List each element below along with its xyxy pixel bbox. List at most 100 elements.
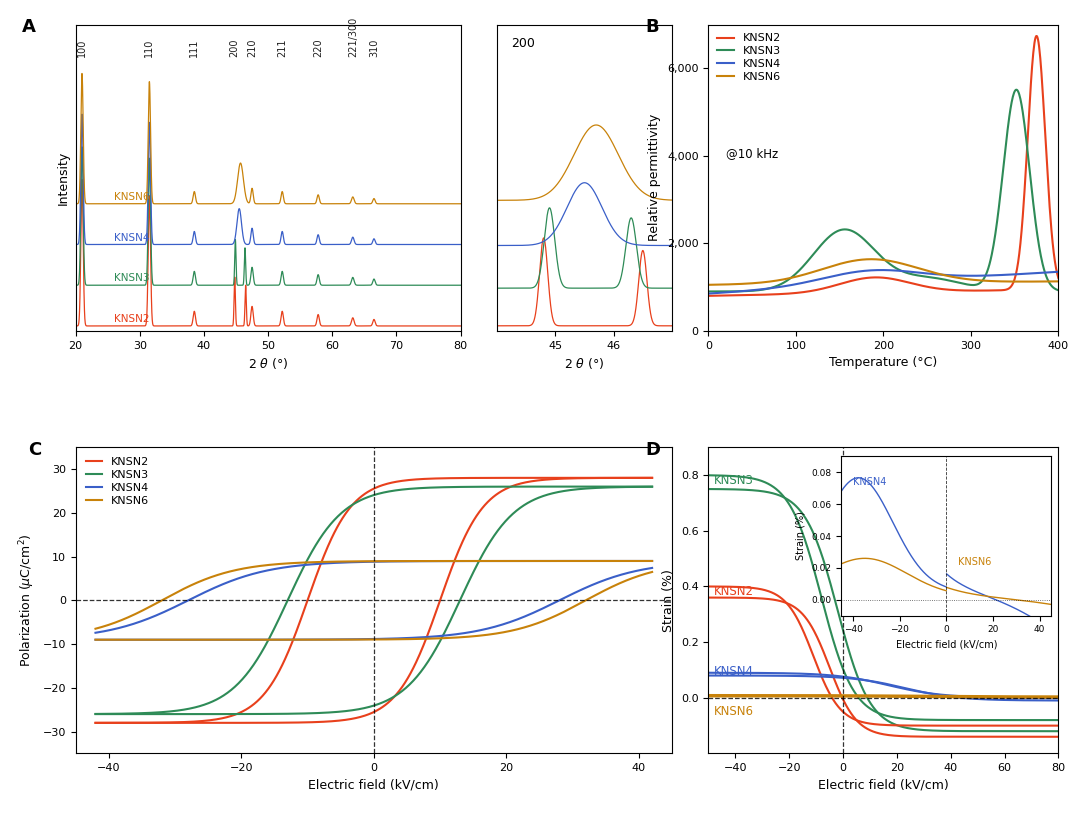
KNSN4 xyxy=(875,265,888,275)
KNSN2 xyxy=(966,286,978,296)
Text: 111: 111 xyxy=(189,38,200,57)
Text: B: B xyxy=(646,19,659,36)
Y-axis label: Polarization ($\mu$C/cm$^2$): Polarization ($\mu$C/cm$^2$) xyxy=(17,533,37,667)
KNSN3 xyxy=(1052,285,1065,295)
KNSN2 xyxy=(792,287,805,297)
KNSN3 xyxy=(232,678,245,688)
Text: 211: 211 xyxy=(278,38,287,57)
KNSN2 xyxy=(1052,274,1065,283)
KNSN2 xyxy=(764,290,777,300)
Y-axis label: Intensity: Intensity xyxy=(57,151,70,205)
KNSN4 xyxy=(508,556,521,566)
KNSN6 xyxy=(508,556,521,566)
KNSN2 xyxy=(188,717,201,726)
X-axis label: 2 $\theta$ (°): 2 $\theta$ (°) xyxy=(247,356,288,371)
KNSN4 xyxy=(232,573,245,583)
KNSN4 xyxy=(966,271,978,281)
Line: KNSN4: KNSN4 xyxy=(708,270,1058,293)
KNSN2 xyxy=(1030,31,1043,41)
Text: 210: 210 xyxy=(247,38,257,57)
Text: D: D xyxy=(646,441,660,459)
Y-axis label: Relative permittivity: Relative permittivity xyxy=(648,114,661,242)
Line: KNSN3: KNSN3 xyxy=(708,90,1058,292)
KNSN6 xyxy=(861,255,874,265)
Text: 220: 220 xyxy=(313,38,323,57)
KNSN4 xyxy=(89,628,102,638)
Text: C: C xyxy=(28,441,41,459)
Text: KNSN6: KNSN6 xyxy=(114,192,150,201)
KNSN2 xyxy=(341,506,354,516)
KNSN3 xyxy=(861,237,874,247)
KNSN6 xyxy=(764,277,777,287)
Text: KNSN6: KNSN6 xyxy=(714,705,754,718)
Text: KNSN2: KNSN2 xyxy=(714,586,754,599)
KNSN6 xyxy=(89,624,102,634)
KNSN6 xyxy=(1052,277,1065,287)
KNSN4 xyxy=(417,556,430,566)
Text: KNSN4: KNSN4 xyxy=(714,665,754,678)
KNSN3 xyxy=(508,482,521,491)
KNSN4 xyxy=(908,267,921,277)
KNSN2 xyxy=(461,473,474,483)
KNSN6 xyxy=(232,564,245,574)
KNSN3 xyxy=(417,483,430,493)
KNSN3 xyxy=(702,287,715,296)
KNSN2 xyxy=(508,473,521,482)
Text: 100: 100 xyxy=(77,38,87,57)
Text: 310: 310 xyxy=(369,38,379,57)
KNSN6 xyxy=(865,254,878,264)
Legend: KNSN2, KNSN3, KNSN4, KNSN6: KNSN2, KNSN3, KNSN4, KNSN6 xyxy=(81,453,153,510)
KNSN6 xyxy=(188,579,201,589)
KNSN4 xyxy=(764,283,777,293)
KNSN6 xyxy=(461,556,474,566)
KNSN6 xyxy=(341,557,354,567)
KNSN2 xyxy=(861,273,874,283)
KNSN6 xyxy=(702,280,715,290)
Text: KNSN3: KNSN3 xyxy=(114,274,150,283)
X-axis label: Electric field (kV/cm): Electric field (kV/cm) xyxy=(818,779,948,792)
KNSN4 xyxy=(861,265,874,275)
KNSN4 xyxy=(188,593,201,603)
KNSN6 xyxy=(908,262,921,272)
Text: @10 kHz: @10 kHz xyxy=(726,147,779,160)
Text: KNSN4: KNSN4 xyxy=(114,233,150,242)
X-axis label: 2 $\theta$ (°): 2 $\theta$ (°) xyxy=(564,356,605,371)
KNSN2 xyxy=(935,284,948,294)
KNSN3 xyxy=(764,283,777,293)
KNSN2 xyxy=(417,474,430,484)
KNSN3 xyxy=(966,280,978,290)
Line: KNSN6: KNSN6 xyxy=(708,259,1058,285)
Text: KNSN2: KNSN2 xyxy=(114,314,150,324)
KNSN4 xyxy=(702,288,715,298)
KNSN4 xyxy=(461,556,474,566)
KNSN3 xyxy=(646,482,659,491)
KNSN4 xyxy=(936,269,949,279)
Line: KNSN2: KNSN2 xyxy=(708,36,1058,296)
Line: KNSN6: KNSN6 xyxy=(95,561,652,629)
Legend: KNSN2, KNSN3, KNSN4, KNSN6: KNSN2, KNSN3, KNSN4, KNSN6 xyxy=(714,30,784,85)
Text: 200: 200 xyxy=(511,37,535,50)
KNSN3 xyxy=(341,504,354,514)
KNSN4 xyxy=(646,556,659,566)
KNSN3 xyxy=(461,482,474,491)
KNSN3 xyxy=(1010,85,1023,95)
KNSN6 xyxy=(417,556,430,566)
Text: A: A xyxy=(22,19,36,36)
X-axis label: Electric field (kV/cm): Electric field (kV/cm) xyxy=(309,779,440,792)
KNSN6 xyxy=(966,275,978,285)
KNSN4 xyxy=(341,558,354,568)
KNSN4 xyxy=(792,278,805,288)
KNSN6 xyxy=(936,270,949,280)
Line: KNSN2: KNSN2 xyxy=(95,477,652,723)
Text: 200: 200 xyxy=(230,38,240,57)
Y-axis label: Strain (%): Strain (%) xyxy=(662,569,675,631)
KNSN3 xyxy=(935,274,948,284)
Text: 110: 110 xyxy=(145,38,154,57)
KNSN6 xyxy=(792,271,805,281)
KNSN2 xyxy=(232,708,245,718)
Line: KNSN3: KNSN3 xyxy=(95,486,652,714)
Text: KNSN3: KNSN3 xyxy=(714,474,754,487)
KNSN2 xyxy=(646,473,659,482)
KNSN2 xyxy=(702,291,715,301)
Line: KNSN4: KNSN4 xyxy=(95,561,652,633)
